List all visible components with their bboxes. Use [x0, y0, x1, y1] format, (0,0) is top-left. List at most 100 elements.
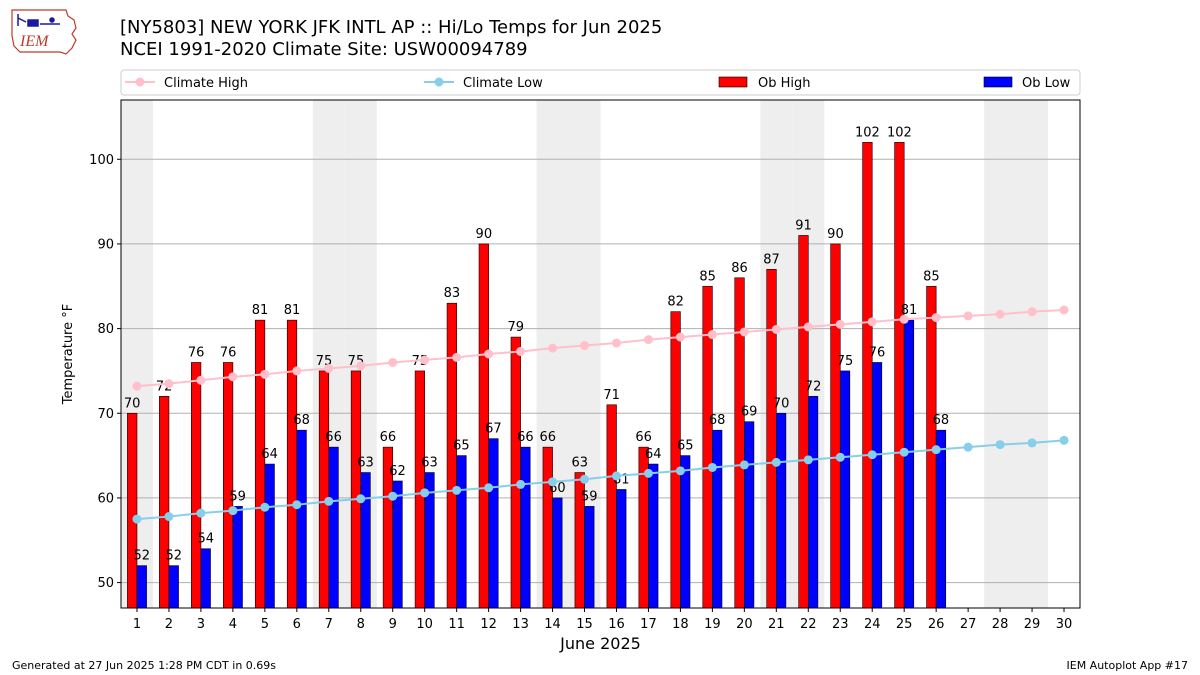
ob-high-label: 70	[124, 396, 141, 411]
legend-ob-low-swatch	[983, 76, 1013, 88]
ob-high-label: 81	[252, 303, 269, 318]
ob-low-label: 67	[485, 422, 502, 437]
climate-low-point	[164, 512, 174, 522]
ob-high-bar	[894, 142, 905, 609]
x-tick-label: 20	[736, 617, 753, 632]
climate-low-point	[324, 496, 334, 506]
ob-high-bar	[222, 362, 234, 609]
ob-high-bar	[542, 446, 553, 609]
y-tick-label: 80	[97, 322, 114, 337]
ob-low-bar	[264, 463, 275, 609]
logo-text: IEM	[19, 33, 50, 50]
climate-low-point	[675, 466, 685, 476]
ob-high-bar	[318, 370, 330, 609]
ob-low-label: 65	[453, 439, 470, 454]
generated-timestamp: Generated at 27 Jun 2025 1:28 PM CDT in …	[12, 659, 277, 672]
climate-high-point	[1059, 305, 1069, 315]
ob-high-label: 102	[887, 125, 912, 140]
ob-low-label: 65	[677, 439, 694, 454]
ob-low-bar	[680, 455, 691, 609]
y-tick-label: 50	[97, 576, 114, 591]
ob-high-bar	[734, 277, 745, 609]
climate-high-point	[164, 379, 174, 389]
x-tick-label: 11	[448, 617, 465, 632]
ob-low-label: 68	[933, 413, 950, 428]
climate-high-point	[420, 355, 430, 365]
x-tick-label: 8	[357, 617, 365, 632]
climate-high-point	[260, 369, 270, 379]
climate-low-point	[260, 502, 270, 512]
climate-high-point	[963, 311, 973, 321]
ob-low-bar	[744, 421, 755, 609]
ob-high-bar	[254, 319, 266, 609]
ob-high-label: 85	[923, 269, 940, 284]
ob-high-label: 87	[763, 252, 780, 267]
climate-low-point	[835, 452, 845, 462]
climate-high-point	[1027, 307, 1037, 317]
climate-low-point	[771, 457, 781, 467]
ob-low-label: 75	[837, 354, 854, 369]
climate-low-point	[452, 485, 462, 495]
ob-low-bar	[839, 370, 851, 609]
x-tick-label: 4	[229, 617, 237, 632]
ob-low-bar	[488, 438, 499, 609]
ob-high-label: 90	[827, 227, 844, 242]
x-tick-label: 14	[544, 617, 561, 632]
climate-low-point	[611, 471, 621, 481]
ob-low-bar	[807, 396, 819, 609]
x-tick-label: 5	[261, 617, 269, 632]
ob-high-bar	[670, 311, 681, 609]
x-tick-label: 15	[576, 617, 593, 632]
ob-low-bar	[520, 446, 531, 609]
ob-low-label: 64	[645, 447, 662, 462]
ob-low-label: 59	[229, 489, 246, 504]
ob-high-bar	[510, 336, 521, 609]
x-tick-label: 1	[133, 617, 141, 632]
legend-ob-high-swatch	[718, 76, 748, 88]
climate-high-point	[292, 366, 302, 376]
ob-high-label: 66	[635, 430, 652, 445]
ob-high-label: 102	[855, 125, 880, 140]
ob-low-label: 70	[773, 396, 790, 411]
climate-high-point	[995, 309, 1005, 319]
climate-low-point	[580, 474, 590, 484]
ob-low-label: 66	[325, 430, 342, 445]
ob-low-bar	[328, 446, 339, 609]
y-tick-label: 70	[97, 407, 114, 422]
climate-low-point	[356, 494, 366, 504]
climate-high-point	[803, 322, 813, 332]
x-tick-label: 19	[704, 617, 721, 632]
ob-low-bar	[200, 548, 211, 609]
climate-low-point	[548, 477, 558, 487]
ob-low-label: 54	[197, 532, 214, 547]
ob-low-label: 52	[134, 549, 151, 564]
x-tick-label: 17	[640, 617, 657, 632]
ob-low-bar	[360, 472, 371, 609]
ob-low-bar	[456, 455, 467, 609]
ob-high-label: 81	[284, 303, 301, 318]
x-tick-label: 18	[672, 617, 689, 632]
ob-low-bar	[616, 489, 627, 609]
x-tick-label: 6	[293, 617, 301, 632]
ob-high-label: 82	[667, 295, 684, 310]
y-tick-label: 90	[97, 237, 114, 252]
weekend-band	[984, 100, 1017, 608]
weekend-band	[1016, 100, 1049, 608]
climate-high-point	[452, 352, 462, 362]
ob-high-label: 79	[508, 320, 525, 335]
ob-high-label: 66	[539, 430, 556, 445]
climate-high-point	[643, 335, 653, 345]
ob-low-bar	[712, 429, 723, 609]
ob-low-label: 68	[293, 413, 310, 428]
x-tick-label: 29	[1024, 617, 1041, 632]
legend-box	[120, 69, 1081, 96]
y-tick-label: 60	[97, 491, 114, 506]
x-tick-label: 26	[928, 617, 945, 632]
app-label: IEM Autoplot App #17	[1066, 659, 1189, 672]
climate-high-point	[484, 349, 494, 359]
ob-low-label: 63	[357, 456, 374, 471]
climate-low-point	[1027, 438, 1037, 448]
ob-high-label: 76	[220, 345, 237, 360]
x-tick-label: 12	[480, 617, 497, 632]
climate-low-point	[420, 488, 430, 498]
